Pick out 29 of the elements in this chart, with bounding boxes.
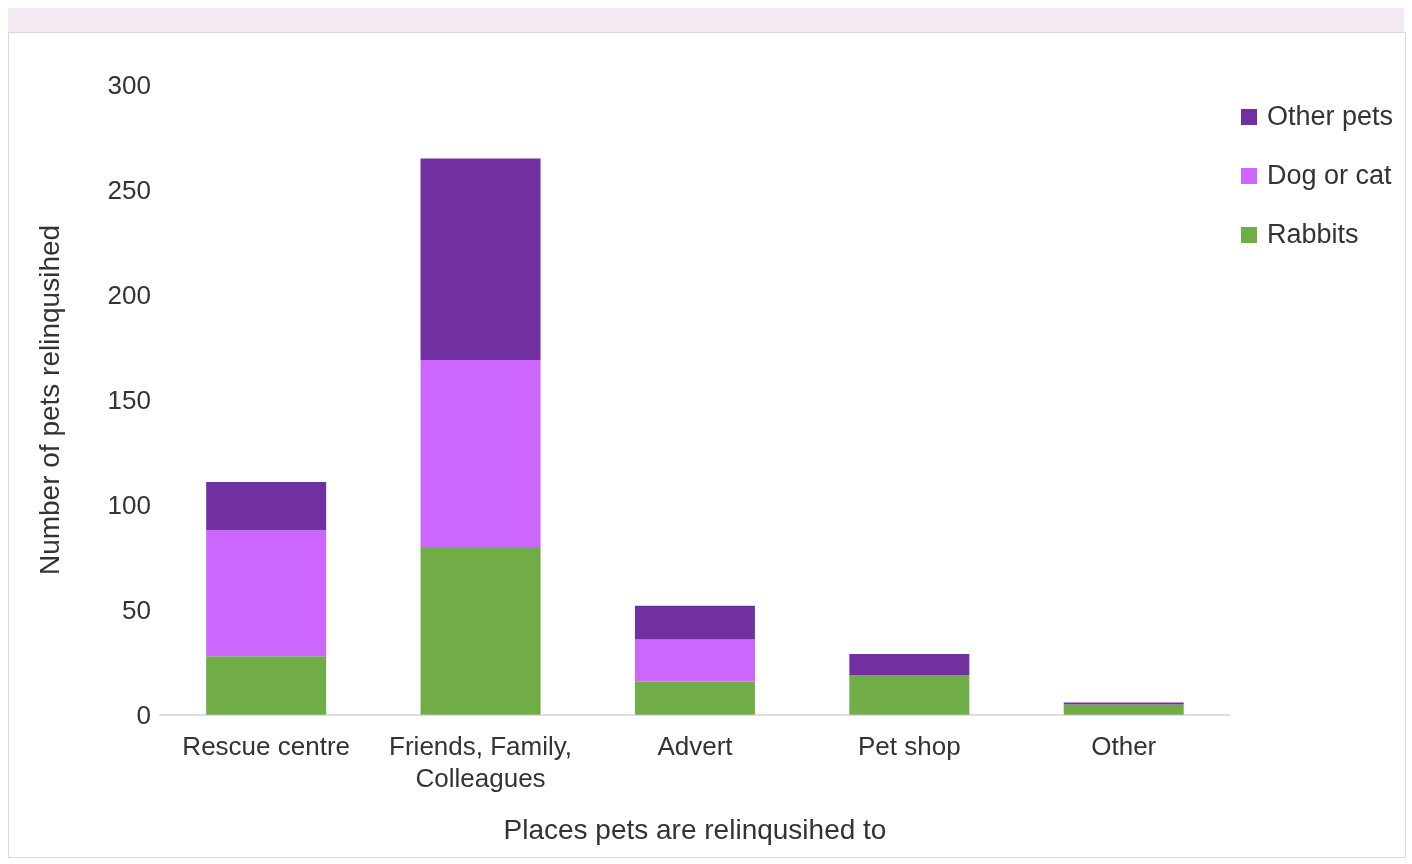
bar [1063, 702, 1184, 705]
bar [206, 530, 327, 657]
y-tick-label: 150 [107, 385, 151, 416]
bar [849, 675, 970, 715]
bar [634, 605, 755, 640]
x-tick-label: Rescue centre [182, 731, 351, 761]
x-tick-label: Pet shop [858, 731, 961, 761]
y-tick-label: 0 [136, 700, 151, 731]
y-tick-label: 50 [122, 595, 151, 626]
bar [849, 654, 970, 676]
x-axis-title: Places pets are relinqusihed to [503, 814, 887, 845]
y-tick-label: 100 [107, 490, 151, 521]
bar [206, 656, 327, 715]
y-tick-label: 250 [107, 175, 151, 206]
legend-label: Dog or cat [1266, 160, 1392, 191]
y-tick-label: 300 [107, 70, 151, 101]
bar [420, 360, 541, 547]
bar [420, 547, 541, 715]
legend-label: Rabbits [1266, 219, 1359, 250]
legend-label: Other pets [1266, 101, 1393, 132]
bar [634, 639, 755, 682]
y-axis-title: Number of pets relinqusihed [33, 224, 65, 576]
x-tick-label: Friends, Family, Colleagues [389, 731, 573, 793]
x-tick-label: Advert [657, 731, 734, 761]
bar [634, 681, 755, 715]
y-tick-label: 200 [107, 280, 151, 311]
bar [206, 481, 327, 531]
x-tick-label: Other [1091, 731, 1157, 761]
bar [420, 158, 541, 361]
